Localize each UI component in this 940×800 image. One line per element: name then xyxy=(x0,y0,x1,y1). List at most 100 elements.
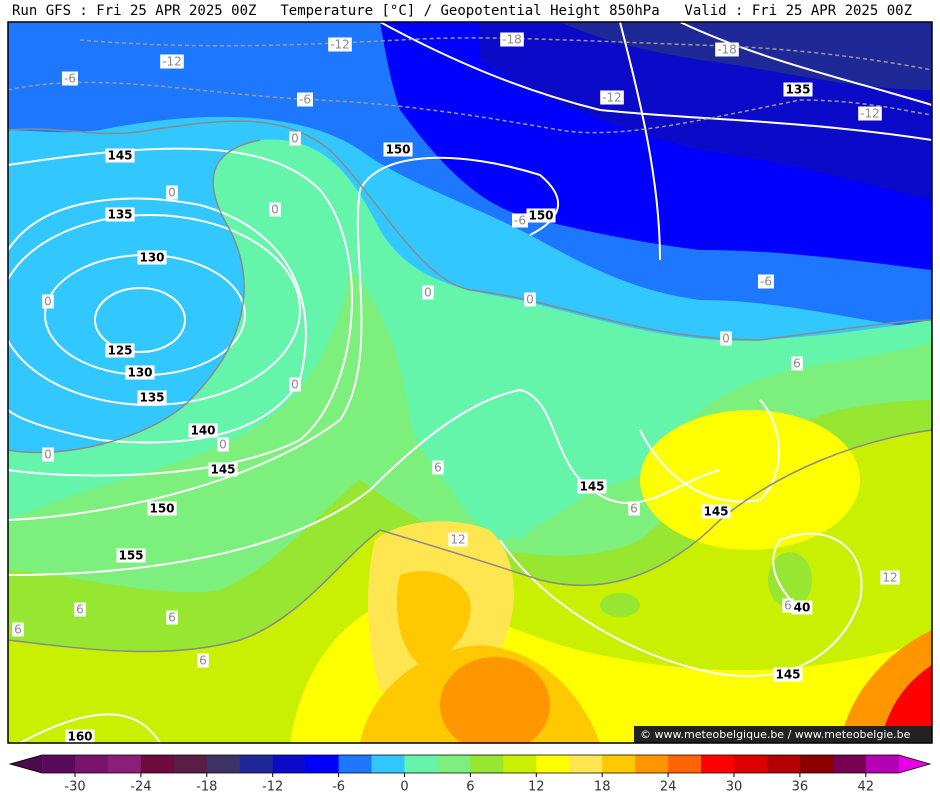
temperature-label: 6 xyxy=(434,461,442,475)
height-label-bg xyxy=(526,208,556,223)
height-label-bg xyxy=(137,390,167,405)
temperature-label: 6 xyxy=(199,654,207,668)
temperature-label: 0 xyxy=(219,438,227,452)
colorbar-band xyxy=(107,755,142,773)
height-label: 145 xyxy=(579,480,604,494)
temperature-label: -18 xyxy=(502,33,522,47)
field xyxy=(768,552,812,608)
height-label-bg xyxy=(116,548,146,563)
height-label: 160 xyxy=(67,730,92,744)
colorbar-tick-label: 24 xyxy=(660,780,677,795)
colorbar-tick-label: -6 xyxy=(332,780,345,795)
colorbar-tick-label: -30 xyxy=(64,780,85,795)
contour xyxy=(619,22,661,261)
temperature-label-bg xyxy=(720,331,732,346)
temperature-label-bg xyxy=(269,202,281,217)
temperature-label-bg xyxy=(758,274,774,289)
temperature-label-bg xyxy=(500,32,524,47)
contour xyxy=(19,713,161,743)
colorbar-band xyxy=(173,755,208,773)
height-label: 125 xyxy=(107,344,132,358)
temperature-label-bg xyxy=(42,447,54,462)
temperature-label-bg xyxy=(448,532,468,547)
colorbar-band xyxy=(734,755,768,773)
temperature-label-bg xyxy=(62,71,78,86)
height-label-bg xyxy=(188,423,218,438)
colorbar-band xyxy=(701,755,735,773)
colorbar-tick-label: -24 xyxy=(130,780,151,795)
temperature-label-bg xyxy=(524,292,536,307)
temperature-label: 0 xyxy=(526,293,534,307)
temperature-label-bg xyxy=(74,602,86,617)
field xyxy=(560,22,932,90)
colorbar-band xyxy=(140,755,175,773)
colorbar-band xyxy=(239,755,274,773)
temperature-label: -6 xyxy=(64,72,76,86)
temperature-label-bg xyxy=(791,356,803,371)
temperature-label-bg xyxy=(600,90,624,105)
colorbar-tick-label: -18 xyxy=(196,780,217,795)
temperature-label: 6 xyxy=(14,623,22,637)
height-label: 145 xyxy=(107,149,132,163)
height-label: 150 xyxy=(385,143,410,157)
height-label: 135 xyxy=(785,83,810,97)
temperature-label: 0 xyxy=(424,286,432,300)
temperature-label-bg xyxy=(166,610,178,625)
height-label-bg xyxy=(105,207,135,222)
temperature-label: 0 xyxy=(291,132,299,146)
temperature-label: -12 xyxy=(602,91,622,105)
colorbar-arrow xyxy=(898,755,930,773)
map-frame xyxy=(7,21,933,744)
colorbar-band xyxy=(536,755,570,773)
temperature-label-bg xyxy=(197,653,209,668)
map-title: Temperature [°C] / Geopotential Height 8… xyxy=(280,3,659,19)
height-label-bg xyxy=(773,667,803,682)
temperature-label-bg xyxy=(166,185,178,200)
colorbar-band xyxy=(569,755,603,773)
colorbar-band xyxy=(206,755,241,773)
colorbar-band xyxy=(635,755,669,773)
height-label-bg xyxy=(791,600,813,615)
colorbar-band xyxy=(305,755,340,773)
contour xyxy=(79,37,932,71)
height-label-bg xyxy=(65,729,95,743)
contour-labels: -12 -18 -18 -12 -6 -6 -12 -12 0 0 0 -6 0 0 -6 0 0 6 0 0 0 6 6 1… xyxy=(12,32,900,744)
height-label: 145 xyxy=(775,668,800,682)
field xyxy=(396,571,471,665)
colorbar-band xyxy=(470,755,504,773)
height-label: 145 xyxy=(210,463,235,477)
temperature-label-bg xyxy=(715,42,739,57)
contour xyxy=(8,156,560,521)
temperature-label-bg xyxy=(782,598,794,613)
temperature-contours xyxy=(8,120,932,653)
colorbar-outline xyxy=(8,754,932,774)
height-label: 130 xyxy=(127,366,152,380)
temperature-label-bg xyxy=(858,106,882,121)
colorbar-band xyxy=(437,755,471,773)
temperature-label: 6 xyxy=(168,611,176,625)
temperature-label-bg xyxy=(160,54,184,69)
run-label: Run GFS : Fri 25 APR 2025 00Z xyxy=(12,3,256,19)
temperature-label: -12 xyxy=(330,38,350,52)
temperature-label: 0 xyxy=(168,186,176,200)
height-label-bg xyxy=(701,504,731,519)
contour xyxy=(8,388,721,576)
contour xyxy=(8,429,932,653)
colorbar-band xyxy=(503,755,537,773)
height-label: 40 xyxy=(794,601,811,615)
height-label-bg xyxy=(383,142,413,157)
temperature-label-bg xyxy=(217,437,229,452)
colorbar-band xyxy=(799,755,834,773)
contour xyxy=(8,139,261,454)
temperature-label: -18 xyxy=(717,43,737,57)
temperature-label-bg xyxy=(422,285,434,300)
contour xyxy=(379,22,932,141)
colorbar-arrow xyxy=(10,755,43,773)
colorbar-band xyxy=(832,755,867,773)
temperature-label-bg xyxy=(289,377,301,392)
contour xyxy=(8,147,353,477)
temperature-label-bg xyxy=(297,92,313,107)
height-label-bg xyxy=(577,479,607,494)
colorbar-tick-label: 42 xyxy=(858,780,875,795)
